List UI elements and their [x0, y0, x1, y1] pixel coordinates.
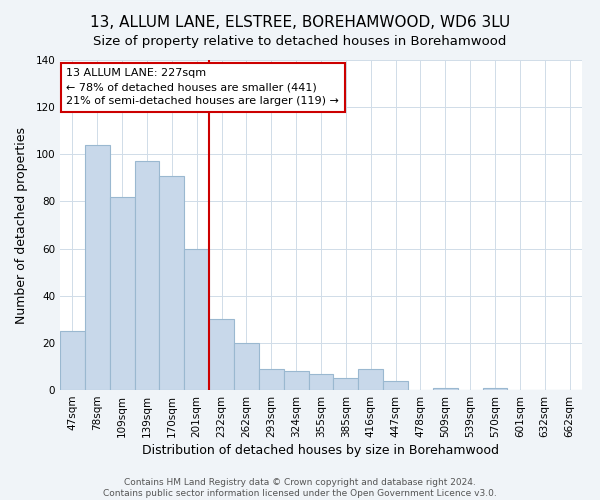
Text: 13, ALLUM LANE, ELSTREE, BOREHAMWOOD, WD6 3LU: 13, ALLUM LANE, ELSTREE, BOREHAMWOOD, WD… [90, 15, 510, 30]
Text: Size of property relative to detached houses in Borehamwood: Size of property relative to detached ho… [94, 35, 506, 48]
X-axis label: Distribution of detached houses by size in Borehamwood: Distribution of detached houses by size … [143, 444, 499, 457]
Bar [160, 176, 184, 390]
Bar [358, 369, 383, 390]
Bar [110, 196, 134, 390]
Bar [308, 374, 334, 390]
Bar [482, 388, 508, 390]
Bar [433, 388, 458, 390]
Text: 13 ALLUM LANE: 227sqm
← 78% of detached houses are smaller (441)
21% of semi-det: 13 ALLUM LANE: 227sqm ← 78% of detached … [66, 68, 339, 106]
Bar [209, 320, 234, 390]
Bar [134, 162, 160, 390]
Bar [383, 380, 408, 390]
Bar [184, 248, 209, 390]
Text: Contains HM Land Registry data © Crown copyright and database right 2024.
Contai: Contains HM Land Registry data © Crown c… [103, 478, 497, 498]
Bar [334, 378, 358, 390]
Bar [60, 331, 85, 390]
Bar [284, 371, 308, 390]
Y-axis label: Number of detached properties: Number of detached properties [16, 126, 28, 324]
Bar [234, 343, 259, 390]
Bar [259, 369, 284, 390]
Bar [85, 145, 110, 390]
